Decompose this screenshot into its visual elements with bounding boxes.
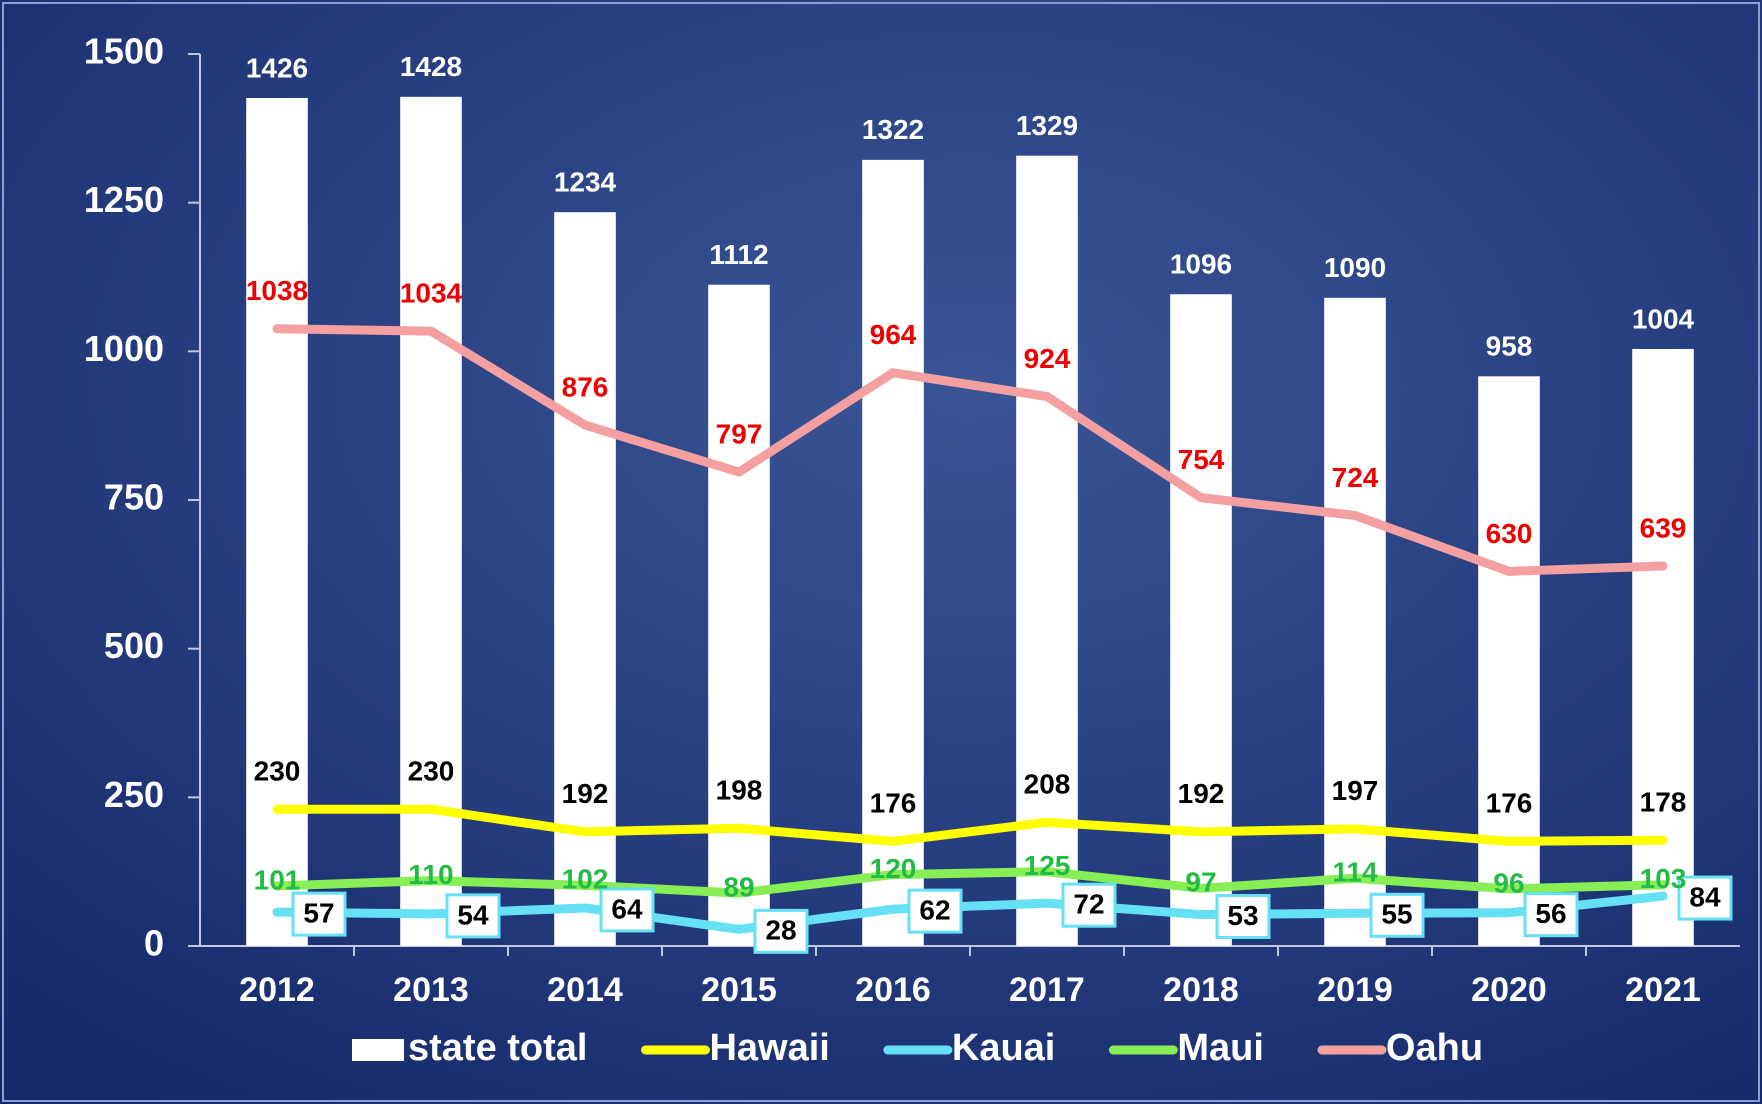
data-label: 55 xyxy=(1381,899,1412,930)
bar xyxy=(862,159,924,947)
data-label: 639 xyxy=(1640,512,1687,543)
data-label: 62 xyxy=(919,895,950,926)
data-label: 97 xyxy=(1185,867,1216,898)
x-tick-label: 2018 xyxy=(1163,971,1239,1009)
data-label: 192 xyxy=(1178,778,1225,809)
data-label: 1096 xyxy=(1170,249,1232,280)
data-label: 797 xyxy=(716,418,763,449)
data-label: 198 xyxy=(716,775,763,806)
data-label: 876 xyxy=(562,371,609,402)
y-tick-label: 1000 xyxy=(84,328,164,369)
label-box xyxy=(1677,875,1733,921)
bar xyxy=(400,96,462,947)
data-label: 102 xyxy=(562,864,609,895)
y-tick-label: 0 xyxy=(144,923,164,964)
data-label: 72 xyxy=(1073,889,1104,920)
data-label: 958 xyxy=(1486,331,1533,362)
bar xyxy=(1478,376,1540,946)
label-box xyxy=(1215,893,1271,939)
bar xyxy=(246,98,308,947)
data-label: 28 xyxy=(765,915,796,946)
data-label: 1428 xyxy=(400,51,462,82)
y-tick-label: 1500 xyxy=(84,31,164,72)
legend-label: Hawaii xyxy=(709,1027,829,1069)
label-box xyxy=(445,893,501,939)
data-label: 176 xyxy=(1486,788,1533,819)
data-label: 96 xyxy=(1493,867,1524,898)
data-label: 84 xyxy=(1689,881,1721,912)
line-series xyxy=(272,891,1668,934)
x-tick-label: 2021 xyxy=(1625,971,1701,1009)
data-label: 176 xyxy=(870,788,917,819)
data-label: 110 xyxy=(408,859,453,890)
y-tick-label: 500 xyxy=(104,625,164,666)
data-label: 754 xyxy=(1178,444,1225,475)
y-tick-label: 250 xyxy=(104,774,164,815)
label-box xyxy=(1061,882,1117,928)
bar xyxy=(1016,155,1078,947)
line-series xyxy=(272,324,1668,576)
x-tick-label: 2014 xyxy=(547,971,623,1009)
data-label: 120 xyxy=(870,853,917,884)
data-label: 1329 xyxy=(1016,110,1078,141)
label-box xyxy=(599,887,655,933)
label-box xyxy=(907,888,963,934)
data-label: 197 xyxy=(1332,775,1379,806)
x-tick-label: 2019 xyxy=(1317,971,1393,1009)
line-series xyxy=(272,804,1668,846)
data-label: 57 xyxy=(303,897,334,928)
y-tick-label: 750 xyxy=(104,477,164,518)
data-label: 1426 xyxy=(246,52,308,83)
data-label: 53 xyxy=(1227,900,1258,931)
data-label: 103 xyxy=(1640,863,1687,894)
x-tick-label: 2016 xyxy=(855,971,931,1009)
data-label: 125 xyxy=(1024,850,1071,881)
bar xyxy=(554,212,616,946)
data-label: 1090 xyxy=(1324,252,1386,283)
data-label: 1322 xyxy=(862,114,924,145)
data-label: 1234 xyxy=(554,167,617,198)
label-box xyxy=(753,908,809,954)
line-series xyxy=(272,867,1668,898)
data-label: 178 xyxy=(1640,787,1687,818)
label-box xyxy=(291,891,347,937)
label-box xyxy=(1369,892,1425,938)
label-box xyxy=(1523,892,1579,938)
data-label: 208 xyxy=(1024,769,1071,800)
data-label: 924 xyxy=(1024,343,1071,374)
data-label: 1004 xyxy=(1632,303,1695,334)
data-label: 230 xyxy=(254,756,301,787)
data-label: 1038 xyxy=(246,275,308,306)
data-label: 1034 xyxy=(400,278,463,309)
data-label: 964 xyxy=(870,319,917,350)
data-label: 89 xyxy=(723,871,754,902)
bar xyxy=(1170,294,1232,946)
data-label: 64 xyxy=(611,893,643,924)
data-label: 54 xyxy=(457,899,489,930)
data-label: 114 xyxy=(1332,857,1378,888)
x-tick-label: 2015 xyxy=(701,971,777,1009)
y-tick-label: 1250 xyxy=(84,179,164,220)
legend-label: Kauai xyxy=(952,1027,1055,1069)
x-tick-label: 2020 xyxy=(1471,971,1547,1009)
x-tick-label: 2017 xyxy=(1009,971,1085,1009)
legend-label: Maui xyxy=(1177,1027,1264,1069)
bar xyxy=(708,284,770,946)
x-tick-label: 2013 xyxy=(393,971,469,1009)
data-label: 1112 xyxy=(709,239,768,270)
data-label: 724 xyxy=(1332,462,1379,493)
data-label: 630 xyxy=(1486,518,1533,549)
legend-swatch xyxy=(352,1039,404,1061)
data-label: 192 xyxy=(562,778,609,809)
data-label: 56 xyxy=(1535,898,1566,929)
legend-label: state total xyxy=(408,1027,587,1069)
data-label: 101 xyxy=(254,864,301,895)
legend-label: Oahu xyxy=(1386,1027,1483,1069)
data-label: 230 xyxy=(408,756,455,787)
bar xyxy=(1632,348,1694,946)
x-tick-label: 2012 xyxy=(239,971,315,1009)
bar xyxy=(1324,297,1386,946)
